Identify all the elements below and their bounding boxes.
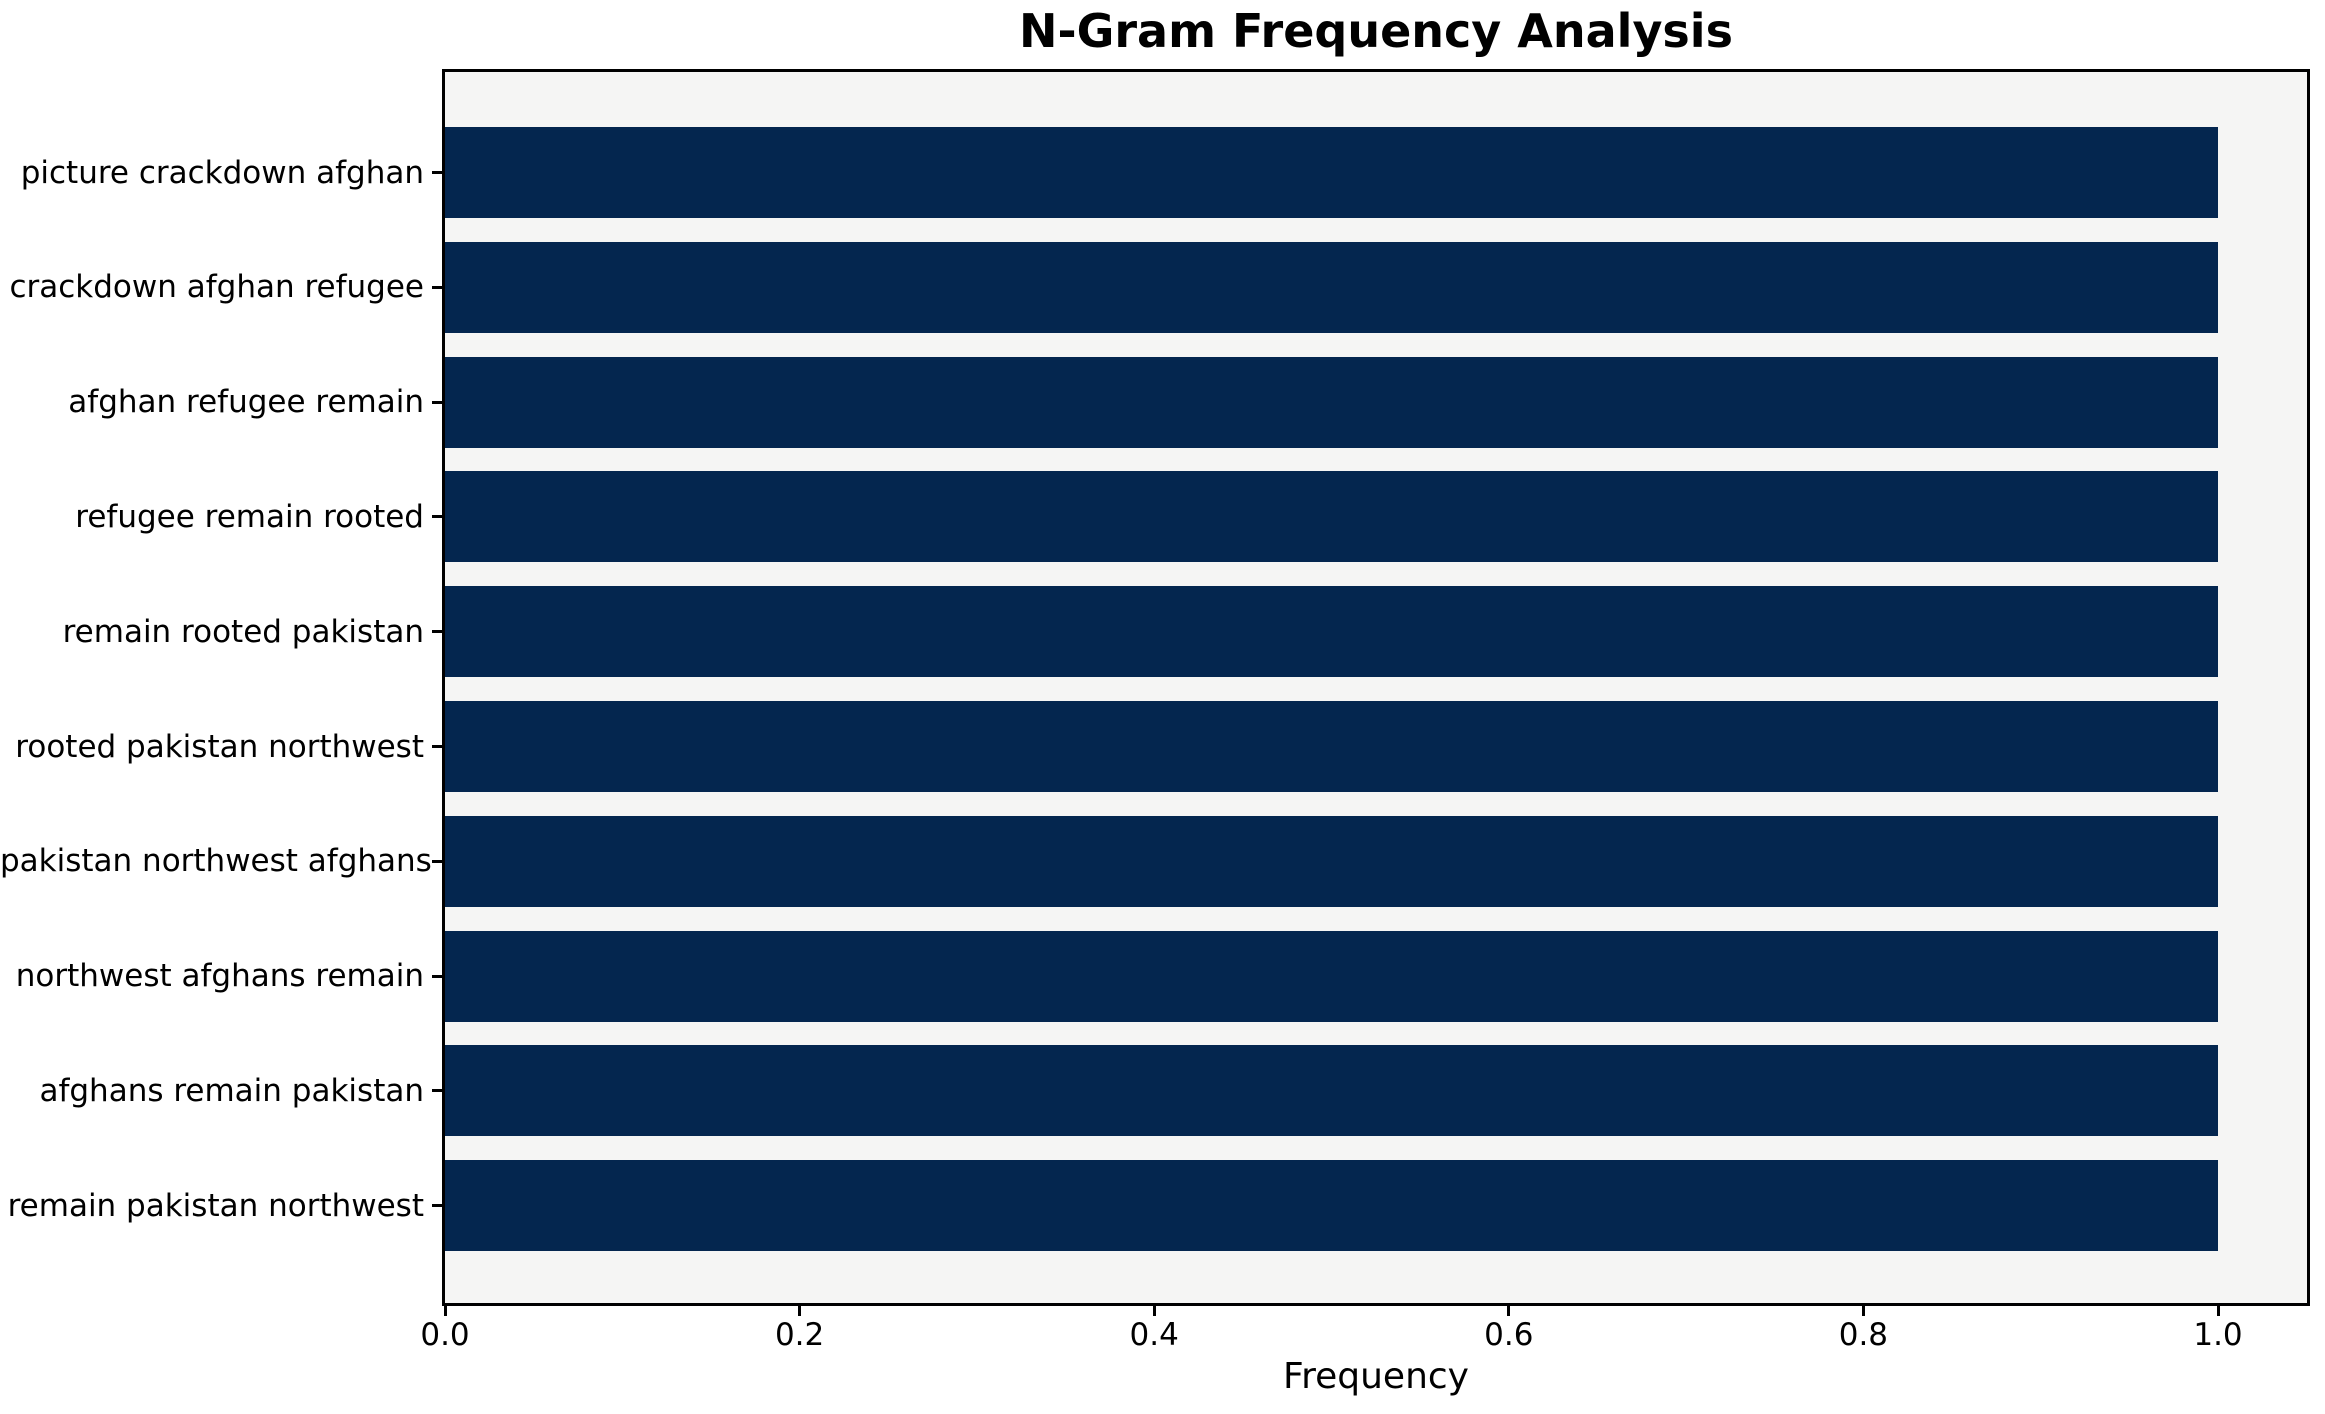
y-tick	[432, 400, 442, 404]
bar-remain-rooted-pakistan	[445, 586, 2218, 678]
x-tick	[2216, 1306, 2220, 1316]
bar-picture-crackdown-afghan	[445, 127, 2218, 218]
bar-afghan-refugee-remain	[445, 356, 2218, 448]
x-tick-label: 0.4	[1129, 1317, 1179, 1353]
y-tick	[432, 1204, 442, 1208]
y-tick-label: crackdown afghan refugee	[9, 269, 424, 306]
y-tick-label: pakistan northwest afghans	[0, 843, 432, 880]
y-tick	[432, 1089, 442, 1093]
y-tick-label: picture crackdown afghan	[20, 154, 424, 191]
bar-crackdown-afghan-refugee	[445, 241, 2218, 333]
bar-northwest-afghans-remain	[445, 930, 2218, 1022]
y-tick-label: remain pakistan northwest	[7, 1187, 424, 1224]
x-tick	[1152, 1306, 1156, 1316]
x-tick	[798, 1306, 802, 1316]
x-tick-label: 0.8	[1838, 1317, 1889, 1353]
y-tick	[432, 859, 442, 863]
x-tick-label: 1.0	[2193, 1317, 2243, 1353]
y-tick-label: northwest afghans remain	[15, 958, 424, 995]
bar-pakistan-northwest-afghans	[445, 815, 2218, 907]
y-tick	[432, 285, 442, 289]
x-tick-label: 0.2	[774, 1317, 825, 1353]
y-tick-label: rooted pakistan northwest	[15, 728, 424, 765]
x-tick	[1861, 1306, 1865, 1316]
x-tick-label: 0.6	[1484, 1317, 1534, 1353]
y-tick	[432, 974, 442, 978]
y-tick-label: refugee remain rooted	[75, 498, 424, 535]
bar-remain-pakistan-northwest	[445, 1160, 2218, 1252]
x-tick	[1507, 1306, 1511, 1316]
plot-area	[442, 69, 2310, 1306]
y-tick	[432, 171, 442, 174]
x-tick	[443, 1306, 447, 1316]
x-tick-label: 0.0	[420, 1317, 470, 1353]
y-tick	[432, 630, 442, 634]
y-tick-label: remain rooted pakistan	[62, 613, 424, 650]
y-tick-label: afghan refugee remain	[68, 384, 424, 421]
y-tick	[432, 515, 442, 519]
y-tick-label: afghans remain pakistan	[39, 1072, 424, 1109]
bar-refugee-remain-rooted	[445, 471, 2218, 563]
bar-afghans-remain-pakistan	[445, 1045, 2218, 1137]
x-axis-label: Frequency	[1283, 1356, 1469, 1397]
bar-rooted-pakistan-northwest	[445, 701, 2218, 792]
chart-title: N-Gram Frequency Analysis	[1019, 4, 1733, 58]
y-tick	[432, 745, 442, 748]
